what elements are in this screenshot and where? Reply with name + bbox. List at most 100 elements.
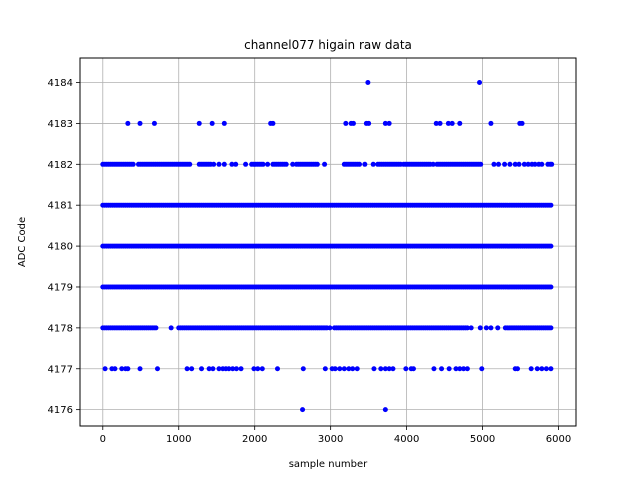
y-tick-label: 4182 xyxy=(48,160,73,171)
data-point xyxy=(461,366,467,372)
data-point xyxy=(184,366,190,372)
data-point xyxy=(125,366,131,372)
data-point xyxy=(445,120,451,126)
data-point xyxy=(209,120,215,126)
y-tick-label: 4184 xyxy=(48,78,73,89)
data-point xyxy=(137,366,143,372)
data-point xyxy=(216,366,222,372)
data-point xyxy=(390,366,396,372)
data-point xyxy=(439,366,445,372)
data-point xyxy=(362,161,368,167)
data-point xyxy=(528,366,534,372)
data-point xyxy=(548,325,554,331)
data-point xyxy=(539,366,545,372)
data-point xyxy=(464,366,470,372)
data-point xyxy=(370,161,376,167)
data-point xyxy=(386,366,392,372)
x-tick-label: 0 xyxy=(100,434,106,445)
data-point xyxy=(453,366,459,372)
data-point xyxy=(543,366,549,372)
data-point xyxy=(386,120,392,126)
data-point xyxy=(211,161,217,167)
x-tick-label: 6000 xyxy=(546,434,571,445)
data-point xyxy=(243,161,249,167)
data-point xyxy=(137,120,143,126)
data-point xyxy=(525,161,531,167)
data-point xyxy=(515,366,521,372)
data-point xyxy=(283,161,289,167)
data-point xyxy=(534,366,540,372)
data-point xyxy=(327,325,333,331)
data-point xyxy=(549,161,555,167)
data-point xyxy=(457,120,463,126)
data-point xyxy=(229,161,235,167)
data-point xyxy=(153,325,159,331)
data-point xyxy=(350,120,356,126)
data-point xyxy=(210,366,216,372)
data-point xyxy=(446,366,452,372)
data-point xyxy=(233,366,239,372)
data-point xyxy=(431,366,437,372)
data-point xyxy=(366,120,372,126)
data-point xyxy=(270,120,276,126)
data-point xyxy=(365,80,371,86)
data-point xyxy=(265,161,271,167)
data-point xyxy=(255,366,261,372)
data-point xyxy=(168,325,174,331)
data-point xyxy=(548,243,554,249)
data-point xyxy=(300,407,306,413)
data-point xyxy=(548,366,554,372)
data-point xyxy=(341,366,347,372)
data-point xyxy=(354,366,360,372)
data-point xyxy=(233,161,239,167)
data-point xyxy=(491,161,497,167)
x-axis-title: sample number xyxy=(289,459,368,470)
data-point xyxy=(437,120,443,126)
data-point xyxy=(382,120,388,126)
data-point xyxy=(464,325,470,331)
data-point xyxy=(495,325,501,331)
data-point xyxy=(502,161,508,167)
data-point xyxy=(130,161,136,167)
data-point xyxy=(483,325,489,331)
x-tick-label: 4000 xyxy=(394,434,419,445)
data-point xyxy=(496,161,502,167)
data-point xyxy=(343,120,349,126)
data-point xyxy=(221,161,227,167)
data-point xyxy=(112,366,118,372)
data-point xyxy=(332,366,338,372)
y-tick-label: 4177 xyxy=(48,364,73,375)
x-tick-label: 2000 xyxy=(242,434,267,445)
data-point xyxy=(337,366,343,372)
data-point xyxy=(260,161,266,167)
data-point xyxy=(290,161,296,167)
data-point xyxy=(238,366,244,372)
data-point xyxy=(410,366,416,372)
data-point xyxy=(300,366,306,372)
x-axis-ticks: 0 1000 2000 3000 4000 5000 6000 xyxy=(100,426,571,445)
data-point xyxy=(119,366,125,372)
data-point xyxy=(382,366,388,372)
data-point xyxy=(382,407,388,413)
data-point xyxy=(206,366,212,372)
data-point xyxy=(479,366,485,372)
data-point xyxy=(488,325,494,331)
x-tick-label: 5000 xyxy=(470,434,495,445)
data-point xyxy=(226,366,232,372)
data-point xyxy=(548,284,554,290)
y-axis-title: ADC Code xyxy=(17,217,28,267)
data-point xyxy=(251,366,257,372)
y-tick-label: 4178 xyxy=(48,323,73,334)
data-point xyxy=(430,161,436,167)
data-point xyxy=(371,366,377,372)
data-point xyxy=(532,161,538,167)
data-point xyxy=(314,161,320,167)
data-point xyxy=(274,366,280,372)
data-point xyxy=(221,120,227,126)
data-point xyxy=(403,366,409,372)
data-points xyxy=(100,80,555,413)
y-tick-label: 4180 xyxy=(48,242,73,253)
data-point xyxy=(187,161,193,167)
